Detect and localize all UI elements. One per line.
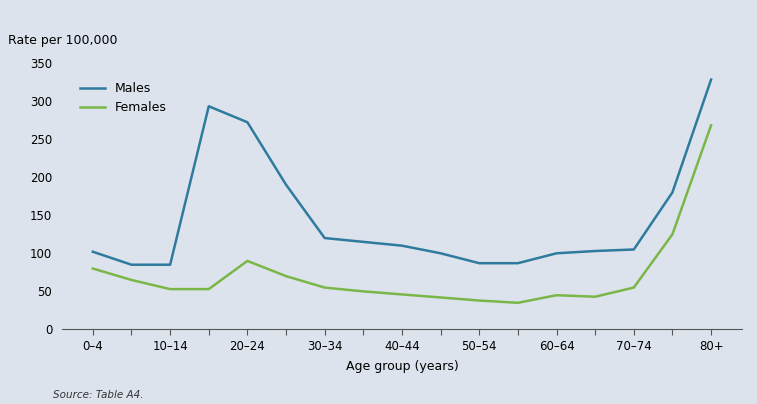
Females [320,285,329,290]
Females [706,123,715,128]
Males [243,120,252,125]
Males [552,251,561,256]
Females [552,293,561,298]
Legend: Males, Females: Males, Females [75,77,172,119]
Females [127,278,136,282]
Males [475,261,484,265]
Females [243,259,252,263]
Females [397,292,407,297]
Text: Rate per 100,000: Rate per 100,000 [8,34,117,47]
Males [320,236,329,240]
X-axis label: Age group (years): Age group (years) [346,360,458,373]
Males [359,240,368,244]
Males [706,77,715,82]
Females [89,266,98,271]
Males [282,182,291,187]
Line: Males: Males [93,80,711,265]
Females [475,298,484,303]
Males [166,262,175,267]
Males [204,104,213,109]
Females [513,301,522,305]
Males [668,190,677,195]
Text: Source: Table A4.: Source: Table A4. [53,390,144,400]
Males [590,248,600,253]
Line: Females: Females [93,125,711,303]
Females [359,289,368,294]
Females [629,285,638,290]
Females [166,287,175,292]
Females [668,232,677,237]
Females [204,287,213,292]
Males [513,261,522,265]
Males [436,251,445,256]
Males [397,243,407,248]
Males [629,247,638,252]
Females [282,274,291,279]
Females [590,294,600,299]
Females [436,295,445,300]
Males [127,262,136,267]
Males [89,249,98,254]
